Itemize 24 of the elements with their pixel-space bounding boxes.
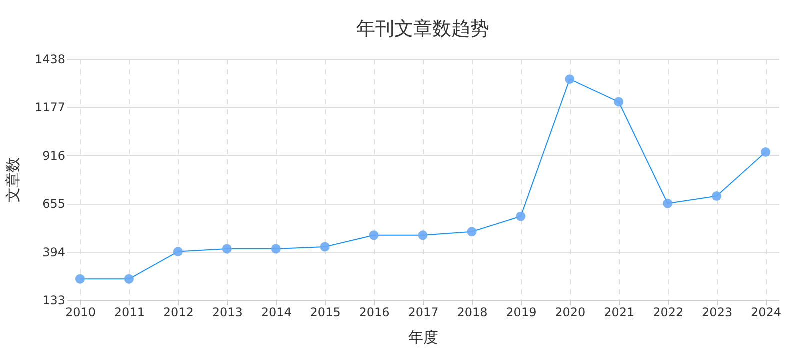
y-tick-label: 1438 <box>34 52 66 66</box>
x-tick-label: 2024 <box>751 306 782 320</box>
y-tick-label: 394 <box>42 245 66 260</box>
y-tick-label: 655 <box>42 197 66 212</box>
x-tick-label: 2016 <box>359 306 390 320</box>
chart-title: 年刊文章数趋势 <box>356 18 490 40</box>
x-axis-title: 年度 <box>408 328 438 346</box>
x-tick-label: 2020 <box>555 306 586 320</box>
x-tick-label: 2015 <box>310 306 341 320</box>
x-tick-label: 2014 <box>261 306 292 320</box>
x-tick-label: 2012 <box>163 306 194 320</box>
x-tick-label: 2011 <box>114 306 145 320</box>
x-tick-label: 2018 <box>457 306 488 320</box>
x-tick-label: 2017 <box>408 306 439 320</box>
x-tick-label: 2022 <box>653 306 684 320</box>
x-tick-label: 2010 <box>65 306 96 320</box>
x-tick-label: 2019 <box>506 306 537 320</box>
y-axis-title: 文章数 <box>4 158 22 202</box>
x-tick-label: 2023 <box>702 306 733 320</box>
y-tick-label: 1177 <box>34 100 66 115</box>
y-tick-label: 916 <box>42 148 66 163</box>
x-tick-label: 2013 <box>212 306 243 320</box>
y-tick-label: 133 <box>42 294 66 308</box>
x-tick-label: 2021 <box>604 306 635 320</box>
